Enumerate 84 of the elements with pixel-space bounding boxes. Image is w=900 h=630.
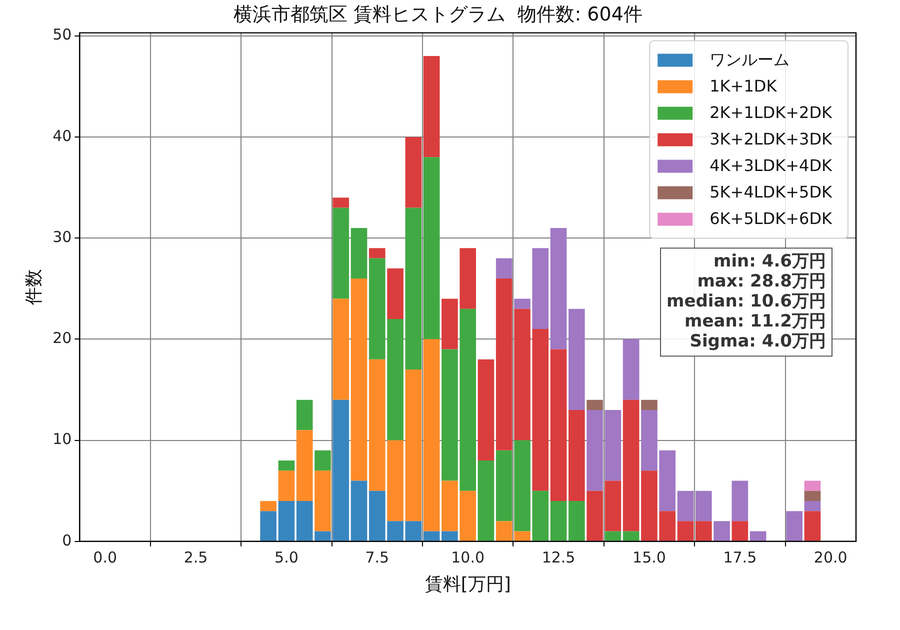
annotation: Sigma: 4.0万円: [690, 332, 826, 352]
bar: [278, 500, 295, 541]
legend-label: ワンルーム: [710, 50, 790, 69]
bar: [260, 500, 276, 512]
bar: [332, 198, 350, 208]
bar: [423, 56, 440, 158]
annotation: min: 4.6万円: [714, 252, 826, 272]
legend-label: 6K+5LDK+6DK: [710, 208, 833, 228]
legend-label: 4K+3LDK+4DK: [710, 156, 833, 175]
bar: [550, 349, 567, 501]
bar: [804, 490, 821, 501]
bar: [804, 511, 821, 541]
bar: [695, 490, 712, 522]
annotation: median: 10.6万円: [666, 292, 826, 312]
bar: [260, 511, 276, 541]
bar: [442, 531, 458, 541]
bar: [296, 400, 313, 430]
annotation: mean: 11.2万円: [684, 312, 826, 332]
bar: [478, 359, 494, 461]
bar: [586, 400, 603, 410]
bar: [695, 521, 712, 541]
bar: [568, 500, 585, 541]
x-tick-label: 17.5: [723, 548, 757, 566]
x-tick-label: 15.0: [632, 548, 666, 566]
bar: [423, 157, 440, 340]
bar: [622, 531, 640, 541]
bar: [405, 370, 422, 522]
bar: [604, 480, 622, 532]
annotation: max: 28.8万円: [697, 272, 826, 292]
y-tick-label: 30: [52, 228, 72, 246]
bar: [750, 531, 766, 541]
y-tick-label: 50: [52, 26, 72, 44]
bar: [368, 248, 386, 258]
y-axis-title: 件数: [23, 269, 44, 306]
legend-label: 5K+4LDK+5DK: [710, 182, 833, 202]
x-axis-title: 賃料[万円]: [424, 574, 511, 595]
bar: [604, 531, 622, 541]
bar: [804, 480, 821, 491]
x-tick-label: 0.0: [93, 548, 118, 566]
bar: [622, 339, 640, 400]
bar: [604, 410, 622, 481]
bar: [405, 136, 422, 208]
bar: [714, 521, 730, 541]
bar: [387, 268, 404, 319]
bar: [732, 480, 748, 522]
x-tick-label: 20.0: [814, 548, 848, 566]
bar: [550, 500, 567, 541]
bar: [550, 228, 567, 350]
bar: [622, 400, 640, 532]
bar: [350, 228, 368, 279]
y-tick-label: 40: [52, 126, 72, 145]
bar: [350, 278, 368, 481]
bar: [423, 339, 440, 532]
bar: [496, 258, 512, 279]
bar: [786, 511, 802, 541]
bar: [278, 470, 295, 501]
chart-title: 横浜市都筑区 賃料ヒストグラム 物件数: 604件: [234, 3, 642, 26]
bar: [641, 400, 658, 410]
legend-label: 1K+1DK: [710, 76, 778, 96]
x-tick-label: 5.0: [274, 548, 298, 566]
bar: [732, 521, 748, 541]
bar: [677, 490, 694, 522]
bar: [332, 208, 350, 299]
bar: [405, 521, 422, 541]
x-tick-label: 10.0: [451, 548, 485, 566]
y-tick-label: 0: [62, 531, 72, 550]
x-tick-label: 7.5: [365, 548, 390, 566]
bar: [423, 531, 440, 541]
y-tick-label: 10: [52, 430, 72, 448]
bar: [586, 410, 603, 491]
bar: [478, 460, 494, 541]
bar: [677, 521, 694, 541]
bar: [314, 450, 331, 471]
bar: [405, 208, 422, 370]
bar: [332, 298, 350, 400]
y-tick-label: 20: [52, 329, 72, 348]
x-tick-label: 2.5: [184, 548, 208, 566]
bar: [278, 460, 295, 471]
bar: [568, 308, 585, 410]
bar: [350, 480, 368, 541]
legend-label: 2K+1LDK+2DK: [710, 102, 833, 122]
legend-label: 3K+2LDK+3DK: [710, 129, 833, 148]
bar: [804, 500, 821, 512]
x-tick-label: 12.5: [542, 548, 576, 566]
